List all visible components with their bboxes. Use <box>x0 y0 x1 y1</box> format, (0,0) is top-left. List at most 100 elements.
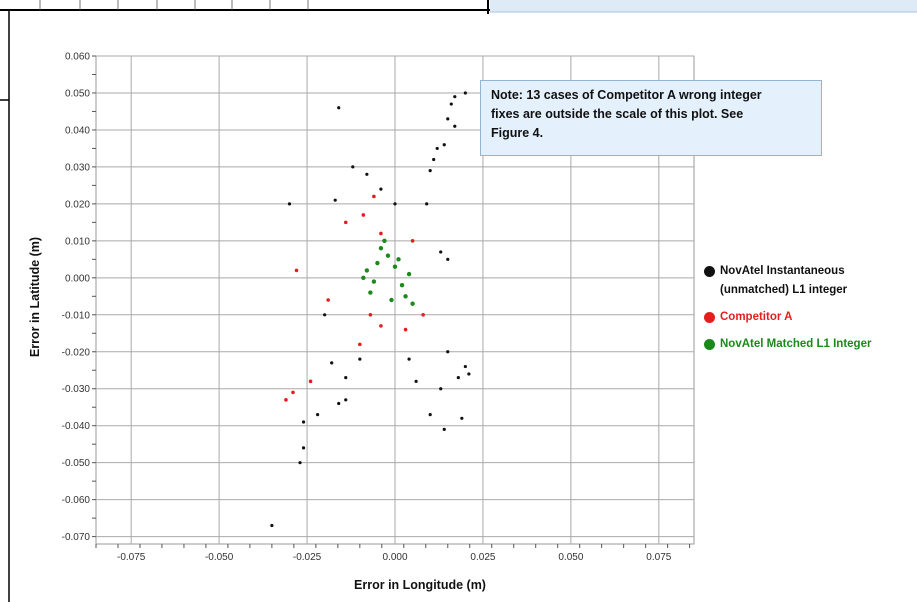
scatter-point <box>414 379 418 383</box>
scatter-point <box>291 390 295 395</box>
scatter-point <box>421 312 425 317</box>
scatter-point <box>446 117 450 121</box>
scatter-point <box>301 446 306 450</box>
scatter-point <box>389 297 394 303</box>
scatter-point <box>316 413 320 417</box>
scatter-point <box>358 342 362 347</box>
scatter-point <box>463 364 467 369</box>
scatter-point <box>301 420 306 424</box>
scatter-point <box>442 143 446 147</box>
scatter-point <box>453 124 457 128</box>
legend-dot-instantaneous <box>704 266 715 277</box>
x-axis-title: Error in Longitude (m) <box>354 578 486 592</box>
note-callout: Note: 13 cases of Competitor A wrong int… <box>480 80 822 156</box>
scatter-point <box>368 312 373 317</box>
scatter-point <box>449 102 453 106</box>
scatter-point <box>371 279 377 284</box>
top-right-panel-fragment <box>490 0 917 12</box>
scatter-point <box>410 301 415 306</box>
scatter-point <box>439 387 443 391</box>
legend-label-instantaneous-1: NovAtel Instantaneous <box>720 265 845 277</box>
y-axis-title: Error in Latitude (m) <box>28 236 42 358</box>
legend-label-instantaneous-2: (unmatched) L1 integer <box>720 284 848 296</box>
scatter-point <box>344 398 348 402</box>
scatter-point <box>393 202 397 206</box>
x-tick-label: 0.000 <box>382 552 407 563</box>
scatter-point <box>365 172 369 176</box>
scatter-point <box>287 202 292 206</box>
y-tick-label: -0.040 <box>62 421 91 432</box>
scatter-point <box>358 357 362 361</box>
scatter-point <box>344 376 348 380</box>
y-tick-label: 0.010 <box>65 236 90 247</box>
x-tick-label: 0.025 <box>470 552 495 563</box>
y-tick-label: 0.030 <box>65 162 90 173</box>
legend-label-matched: NovAtel Matched L1 Integer <box>720 338 872 350</box>
scatter-point <box>446 257 450 261</box>
scatter-point <box>428 413 432 417</box>
scatter-point <box>399 283 405 288</box>
scatter-point <box>270 523 274 528</box>
scatter-point <box>337 106 341 110</box>
scatter-point <box>403 327 408 332</box>
scatter-point <box>403 294 408 299</box>
scatter-point <box>428 169 432 173</box>
scatter-point <box>382 238 387 244</box>
scatter-point <box>410 239 415 243</box>
scatter-point <box>379 324 383 328</box>
legend-item-instantaneous: NovAtel Instantaneous (unmatched) L1 int… <box>704 262 871 300</box>
y-tick-label: -0.030 <box>62 384 91 395</box>
scatter-point <box>361 213 366 217</box>
y-tick-label: -0.060 <box>62 495 91 506</box>
scatter-point <box>379 187 383 191</box>
y-tick-label: 0.060 <box>65 52 90 63</box>
scatter-point <box>460 416 464 420</box>
scatter-point <box>337 401 341 406</box>
x-tick-label: 0.050 <box>558 552 583 563</box>
scatter-point <box>368 290 373 295</box>
scatter-point <box>396 257 401 262</box>
legend-dot-matched <box>704 339 715 350</box>
scatter-point <box>308 379 313 384</box>
y-tick-label: -0.020 <box>62 347 91 358</box>
x-tick-label: -0.025 <box>293 552 322 563</box>
legend-dot-competitor <box>704 312 715 323</box>
y-tick-label: -0.050 <box>62 458 91 469</box>
y-tick-label: 0.000 <box>65 273 90 284</box>
note-line-3: Figure 4. <box>491 126 544 140</box>
scatter-point <box>453 95 457 99</box>
top-left-table-fragment <box>0 0 490 602</box>
scatter-point <box>378 246 384 251</box>
scatter-point <box>298 461 302 465</box>
scatter-point <box>294 268 299 273</box>
scatter-point <box>375 260 380 266</box>
scatter-point <box>351 165 355 169</box>
scatter-point <box>379 231 383 236</box>
scatter-point <box>326 298 330 302</box>
scatter-point <box>446 350 450 354</box>
legend-label-competitor: Competitor A <box>720 311 793 323</box>
y-tick-label: 0.020 <box>65 199 90 210</box>
chart-legend: NovAtel Instantaneous (unmatched) L1 int… <box>704 262 871 353</box>
note-line-1: Note: 13 cases of Competitor A wrong int… <box>491 88 762 102</box>
x-tick-label: 0.075 <box>646 552 671 563</box>
scatter-point <box>456 376 460 380</box>
scatter-point <box>364 268 370 273</box>
legend-item-matched: NovAtel Matched L1 Integer <box>704 335 871 353</box>
scatter-point <box>392 264 398 269</box>
y-tick-label: -0.070 <box>62 532 91 543</box>
scatter-point <box>435 146 439 151</box>
y-tick-label: 0.050 <box>65 88 90 99</box>
legend-item-competitor: Competitor A <box>704 308 871 326</box>
scatter-point <box>343 220 348 225</box>
scatter-point <box>407 357 411 361</box>
note-line-2: fixes are outside the scale of this plot… <box>491 107 744 121</box>
scatter-point <box>323 313 327 317</box>
scatter-point <box>385 253 391 258</box>
scatter-point <box>372 194 376 199</box>
scatter-point <box>284 398 288 402</box>
scatter-point <box>463 91 467 95</box>
scatter-point <box>361 275 366 281</box>
scatter-point <box>406 271 412 277</box>
